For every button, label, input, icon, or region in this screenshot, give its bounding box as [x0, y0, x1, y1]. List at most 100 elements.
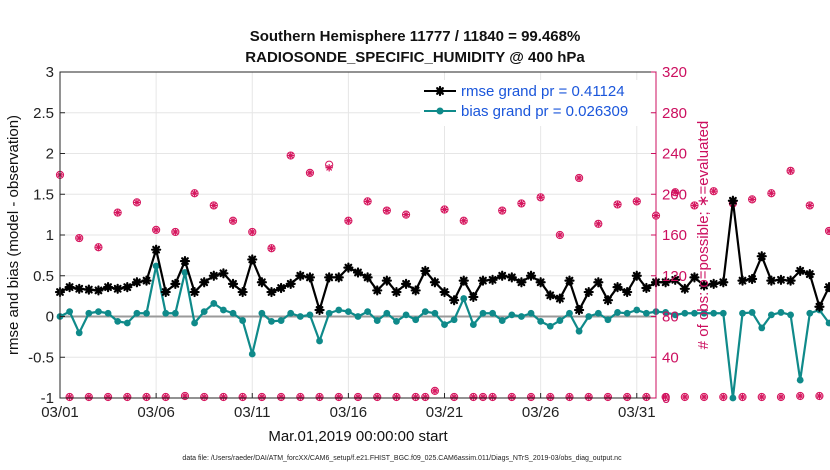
bias-point — [633, 306, 641, 314]
right-tick-label: 80 — [662, 309, 679, 326]
rmse-point — [564, 275, 575, 286]
bias-point — [85, 309, 93, 317]
left-axis-ticks: -1 -0.5 0 0.5 1 1.5 2 2.5 3 — [28, 64, 65, 407]
obs-evaluated-point — [65, 393, 74, 401]
right-tick-label: 0 — [662, 390, 670, 407]
obs-evaluated-point — [806, 201, 814, 210]
bias-point — [95, 308, 102, 316]
rmse-point — [237, 286, 248, 298]
rmse-point — [295, 270, 306, 281]
obs-evaluated-point — [286, 151, 295, 160]
obs-evaluated-point — [133, 198, 141, 207]
legend-rmse-marker — [434, 85, 446, 97]
rmse-line — [59, 199, 830, 312]
obs-evaluated-point — [488, 393, 497, 401]
left-tick-label: 2.5 — [33, 105, 54, 122]
rmse-point — [535, 277, 546, 288]
obs-evaluated-point — [536, 193, 545, 202]
bias-point — [729, 394, 737, 402]
rmse-point — [814, 301, 825, 312]
bias-point — [325, 309, 333, 317]
legend-rmse-label: rmse grand pr = 0.41124 — [461, 83, 625, 100]
bias-point — [220, 306, 227, 314]
bias-point — [421, 308, 429, 316]
rmse-point — [343, 262, 354, 273]
rmse-point — [285, 278, 296, 289]
x-tick-label: 03/01 — [41, 404, 79, 421]
obs-evaluated-point — [508, 393, 516, 401]
rmse-point — [141, 275, 152, 286]
rmse-point — [189, 286, 200, 298]
bias-line — [59, 264, 830, 400]
obs-evaluated-point — [315, 393, 324, 401]
rmse-point — [670, 274, 681, 285]
obs-evaluated-point — [277, 393, 285, 401]
obs-evaluated-point — [584, 393, 593, 401]
rmse-point — [160, 286, 171, 298]
bias-point — [248, 350, 256, 358]
left-tick-label: 1.5 — [33, 186, 54, 203]
bias-point — [75, 329, 83, 337]
right-tick-label: 280 — [662, 105, 687, 122]
rmse-point — [497, 270, 508, 281]
rmse-point — [660, 277, 671, 288]
bias-point — [825, 319, 830, 327]
obs-evaluated-point — [575, 174, 583, 182]
rmse-point — [554, 293, 565, 304]
rmse-point — [775, 274, 787, 285]
rmse-point — [266, 286, 277, 298]
obs-evaluated-point — [459, 216, 468, 225]
bias-point — [546, 322, 554, 330]
obs-evaluated-point — [123, 393, 132, 401]
rmse-point — [612, 282, 623, 293]
obs-evaluated-point — [219, 393, 228, 401]
bias-point — [469, 321, 477, 329]
rmse-point — [602, 295, 614, 306]
bias-point — [402, 311, 410, 319]
obs-evaluated-point — [815, 392, 824, 400]
obs-evaluated-point — [469, 393, 478, 401]
rmse-point — [64, 282, 75, 293]
chart-title-line2: RADIOSONDE_SPECIFIC_HUMIDITY @ 400 hPa — [245, 49, 585, 66]
obs-evaluated-point — [392, 393, 401, 401]
obs-evaluated-point — [334, 393, 343, 401]
rmse-point — [410, 285, 421, 296]
bias-point — [268, 317, 275, 325]
rmse-point — [74, 283, 85, 294]
bias-point — [691, 309, 698, 317]
bias-point — [671, 311, 679, 319]
rmse-point — [756, 251, 767, 262]
bias-series — [56, 262, 830, 402]
obs-evaluated-point — [748, 195, 756, 204]
obs-evaluated-point — [479, 393, 487, 401]
bias-point — [748, 309, 756, 316]
bias-point — [133, 309, 141, 317]
obs-evaluated-point — [796, 392, 804, 400]
left-tick-label: 0.5 — [33, 268, 54, 285]
legend-bias-label: bias grand pr = 0.026309 — [461, 103, 628, 120]
bias-point — [739, 309, 746, 317]
rmse-point — [372, 285, 383, 296]
left-axis-label: rmse and bias (model - observation) — [5, 115, 22, 355]
rmse-point — [545, 290, 556, 301]
rmse-point — [689, 272, 700, 283]
bias-point — [566, 309, 573, 317]
rmse-point — [420, 265, 431, 276]
obs-evaluated-point — [421, 393, 430, 401]
x-tick-label: 03/26 — [522, 404, 560, 421]
rmse-point — [458, 275, 469, 286]
legend-box — [420, 80, 650, 126]
obs-evaluated-point — [306, 169, 314, 177]
left-tick-label: 0 — [46, 309, 54, 326]
obs-evaluated-point — [786, 167, 795, 175]
obs-evaluated-point — [604, 393, 612, 401]
right-tick-label: 240 — [662, 146, 687, 163]
bias-point — [200, 308, 208, 316]
legend-rmse-star — [434, 85, 446, 97]
rmse-point — [727, 195, 739, 206]
rmse-point — [583, 286, 594, 298]
legend-bias-marker — [436, 107, 444, 115]
bias-point — [575, 327, 583, 335]
obs-evaluated-point — [671, 188, 680, 197]
bias-point — [508, 311, 516, 319]
